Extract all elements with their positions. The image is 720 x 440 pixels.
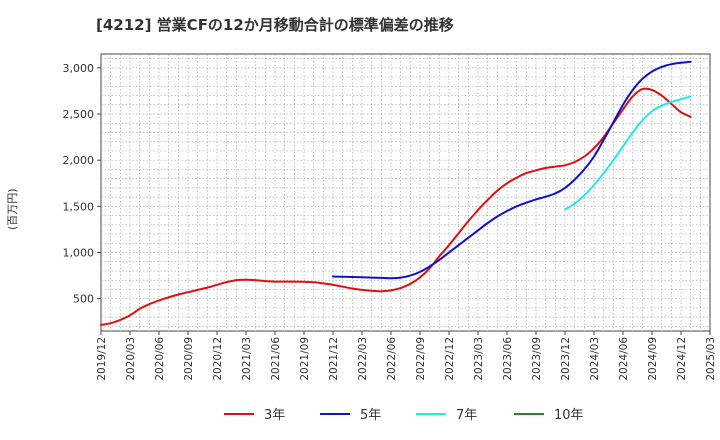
x-tick-label: 2021/03	[241, 337, 253, 381]
chart-title: [4212] 営業CFの12か月移動合計の標準偏差の推移	[96, 16, 454, 34]
x-tick-label: 2023/06	[502, 337, 514, 381]
x-tick-label: 2023/03	[473, 337, 485, 381]
x-tick-label: 2024/12	[676, 337, 688, 381]
x-tick-label: 2020/06	[154, 337, 166, 381]
x-tick-label: 2022/09	[415, 337, 427, 381]
x-tick-label: 2020/12	[212, 337, 224, 381]
x-tick-label: 2020/09	[183, 337, 195, 381]
x-tick-label: 2022/06	[386, 337, 398, 381]
series-line-2	[332, 60, 692, 280]
y-tick-label: 2,500	[63, 108, 95, 121]
x-tick-label: 2023/09	[531, 337, 543, 381]
x-tick-label: 2025/03	[705, 337, 717, 381]
legend-label-2: 5年	[360, 408, 381, 423]
legend-label-1: 3年	[264, 408, 285, 423]
x-tick-label: 2021/09	[299, 337, 311, 381]
series-line-3	[564, 95, 692, 211]
y-tick-label: 500	[73, 293, 94, 306]
x-tick-label: 2020/03	[125, 337, 137, 381]
legend-label-4: 10年	[554, 408, 584, 423]
plot-area	[100, 53, 711, 332]
y-tick-label: 1,000	[63, 247, 95, 260]
y-tick-label: 2,000	[63, 154, 95, 167]
x-tick-label: 2022/03	[357, 337, 369, 381]
x-tick-label: 2019/12	[96, 337, 108, 381]
x-tick-label: 2021/06	[270, 337, 282, 381]
legend-label-3: 7年	[456, 408, 477, 423]
x-tick-label: 2021/12	[328, 337, 340, 381]
x-tick-label: 2022/12	[444, 337, 456, 381]
series-line-1	[100, 87, 692, 326]
y-tick-label: 3,000	[63, 62, 95, 75]
x-tick-label: 2024/09	[647, 337, 659, 381]
x-tick-label: 2024/03	[589, 337, 601, 381]
y-tick-label: 1,500	[63, 200, 95, 213]
x-tick-label: 2024/06	[618, 337, 630, 381]
x-tick-label: 2023/12	[560, 337, 572, 381]
